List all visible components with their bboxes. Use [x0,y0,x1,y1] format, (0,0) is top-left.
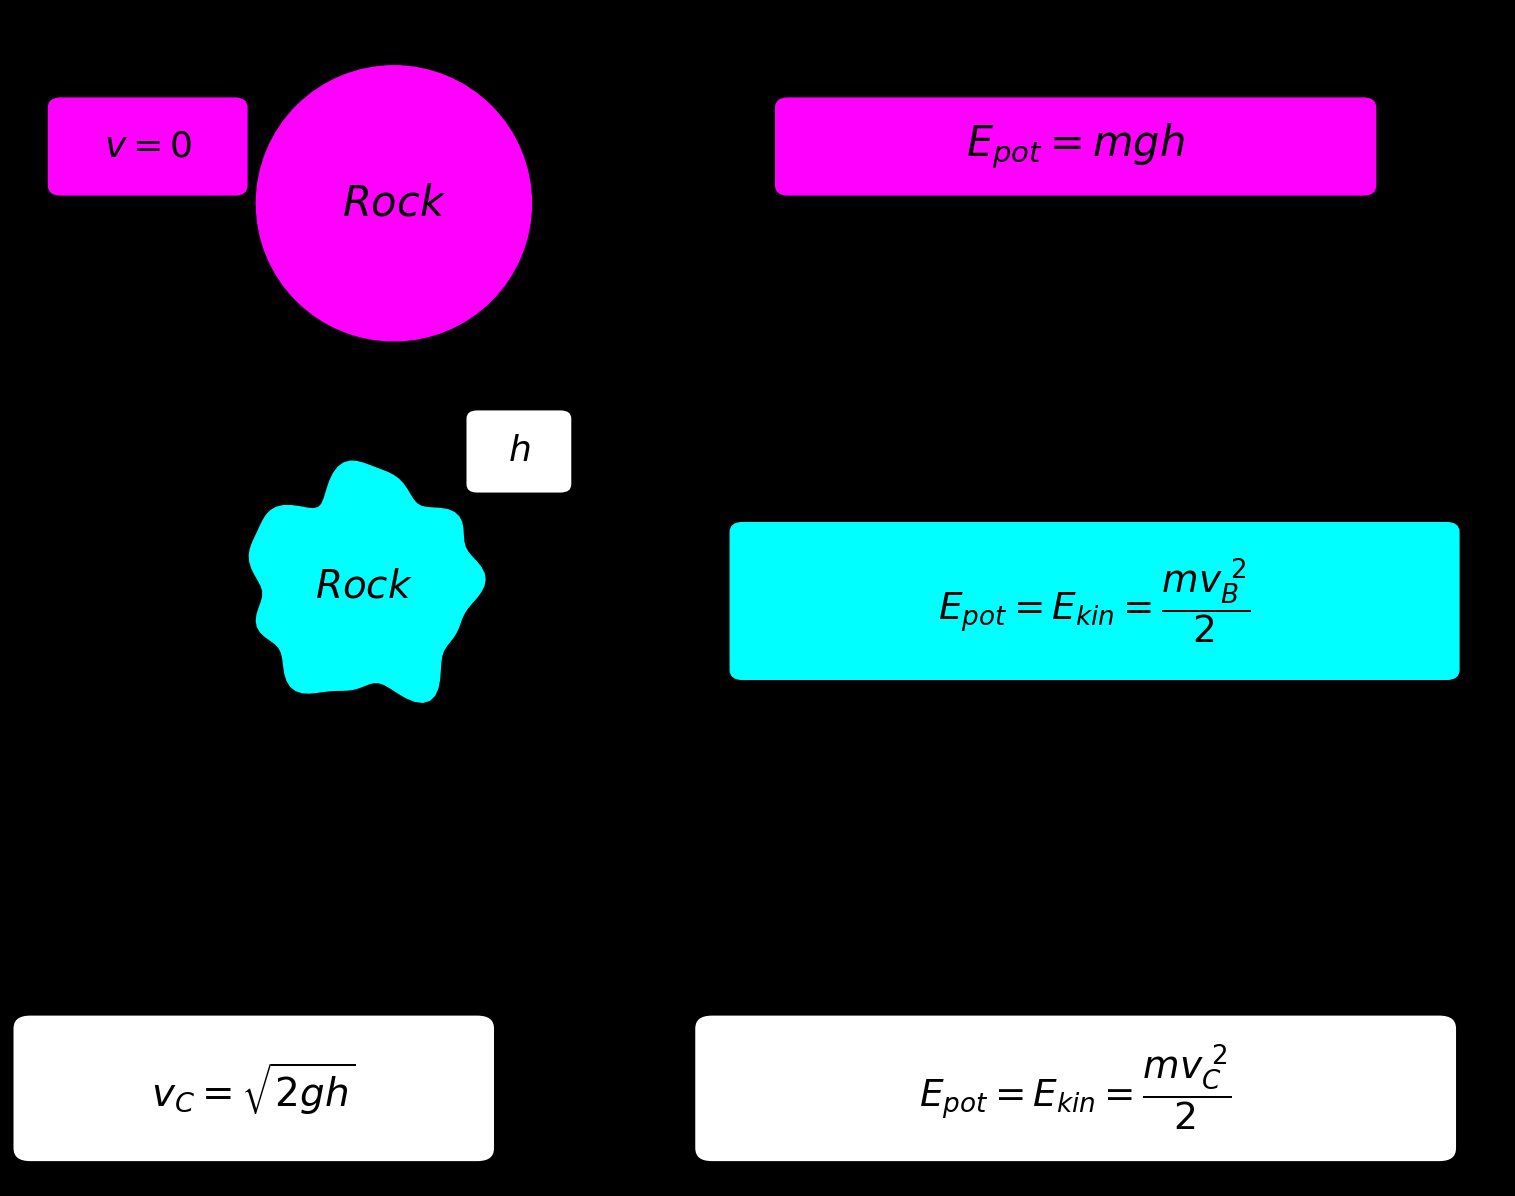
Text: $v_C = \sqrt{2gh}$: $v_C = \sqrt{2gh}$ [152,1060,356,1117]
Text: $E_{pot} = mgh$: $E_{pot} = mgh$ [967,122,1185,171]
FancyBboxPatch shape [694,1014,1457,1163]
Ellipse shape [256,66,532,341]
Text: $\mathit{Rock}$: $\mathit{Rock}$ [315,567,412,605]
Text: $E_{pot} = E_{kin} = \dfrac{mv_C^{\ 2}}{2}$: $E_{pot} = E_{kin} = \dfrac{mv_C^{\ 2}}{… [920,1043,1232,1134]
Text: $v = 0$: $v = 0$ [103,129,192,164]
FancyBboxPatch shape [776,98,1376,195]
Text: $\mathit{Rock}$: $\mathit{Rock}$ [341,182,447,225]
FancyBboxPatch shape [12,1014,495,1163]
Text: $\mathit{h}$: $\mathit{h}$ [508,434,530,469]
Polygon shape [250,462,485,702]
FancyBboxPatch shape [48,98,247,195]
FancyBboxPatch shape [465,409,573,494]
FancyBboxPatch shape [730,523,1459,679]
Text: $E_{pot} = E_{kin} = \dfrac{mv_B^{\ 2}}{2}$: $E_{pot} = E_{kin} = \dfrac{mv_B^{\ 2}}{… [938,556,1251,646]
